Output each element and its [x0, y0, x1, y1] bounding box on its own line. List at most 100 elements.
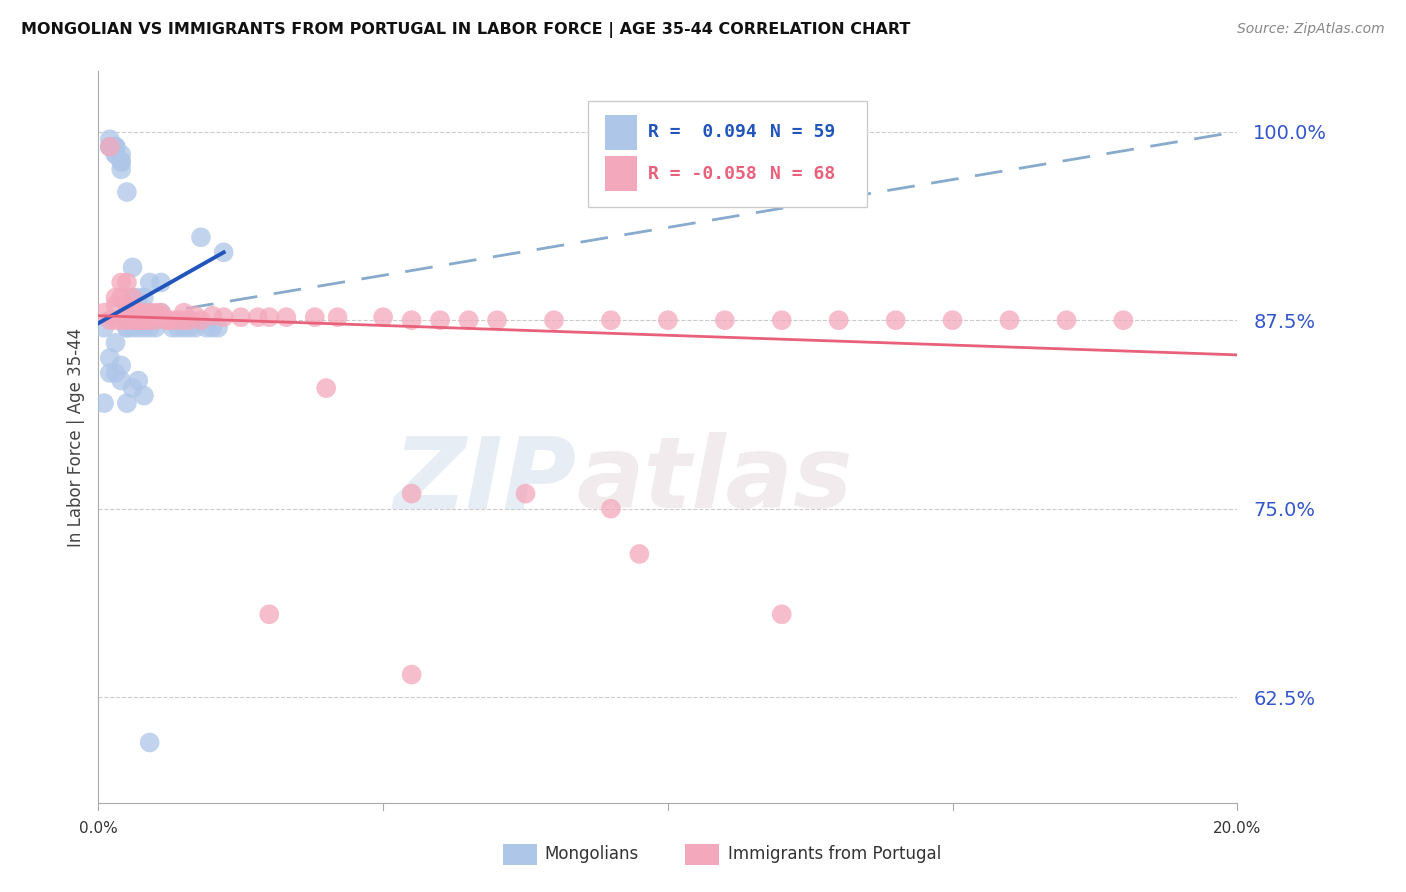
Point: [714, 313, 737, 327]
Point: [304, 310, 326, 325]
Text: 20.0%: 20.0%: [1213, 821, 1261, 836]
Point: [98, 366, 121, 380]
Point: [246, 310, 269, 325]
Point: [515, 486, 537, 500]
Point: [104, 291, 127, 305]
Point: [110, 313, 132, 327]
Point: [98, 132, 121, 146]
Point: [127, 374, 149, 388]
Point: [132, 313, 155, 327]
Point: [179, 320, 201, 334]
Point: [150, 306, 173, 320]
Point: [127, 313, 149, 327]
Point: [115, 298, 138, 312]
Point: [127, 306, 149, 320]
Text: atlas: atlas: [576, 433, 853, 530]
Point: [104, 313, 127, 327]
Point: [138, 735, 160, 749]
Point: [884, 313, 907, 327]
Point: [212, 245, 235, 260]
Point: [276, 310, 298, 325]
Point: [190, 230, 212, 244]
Point: [156, 313, 179, 327]
Point: [942, 313, 965, 327]
Point: [121, 313, 143, 327]
Point: [115, 276, 138, 290]
Point: [150, 276, 173, 290]
Point: [115, 320, 138, 334]
Point: [121, 306, 143, 320]
Point: [115, 306, 138, 320]
Point: [628, 547, 651, 561]
Point: [127, 291, 149, 305]
Point: [138, 306, 160, 320]
Point: [401, 667, 423, 681]
Point: [127, 313, 149, 327]
Point: [259, 607, 281, 622]
Point: [212, 310, 235, 325]
Text: N = 59: N = 59: [770, 123, 835, 141]
Point: [104, 140, 127, 154]
Point: [543, 313, 565, 327]
Point: [104, 147, 127, 161]
Point: [998, 313, 1021, 327]
Point: [127, 313, 149, 327]
Point: [600, 313, 623, 327]
Point: [326, 310, 349, 325]
Point: [110, 162, 132, 177]
Point: [132, 389, 155, 403]
Point: [121, 306, 143, 320]
Text: N = 68: N = 68: [770, 165, 835, 183]
Point: [156, 313, 179, 327]
Point: [93, 306, 115, 320]
Point: [121, 260, 143, 275]
Point: [98, 140, 121, 154]
Bar: [605, 156, 637, 191]
FancyBboxPatch shape: [588, 101, 868, 207]
Point: [138, 306, 160, 320]
Point: [110, 154, 132, 169]
Point: [173, 306, 195, 320]
Point: [1112, 313, 1135, 327]
Point: [190, 313, 212, 327]
Point: [104, 366, 127, 380]
Point: [93, 396, 115, 410]
Text: ZIP: ZIP: [394, 433, 576, 530]
Point: [121, 291, 143, 305]
Point: [115, 396, 138, 410]
Point: [132, 320, 155, 334]
Point: [104, 140, 127, 154]
Point: [110, 154, 132, 169]
Point: [150, 309, 173, 323]
Point: [457, 313, 479, 327]
Point: [201, 309, 224, 323]
Point: [401, 486, 423, 500]
Text: Immigrants from Portugal: Immigrants from Portugal: [728, 845, 942, 863]
Point: [121, 381, 143, 395]
Point: [104, 335, 127, 350]
Point: [98, 313, 121, 327]
Point: [115, 313, 138, 327]
Text: Mongolians: Mongolians: [546, 845, 640, 863]
Point: [207, 320, 229, 334]
Point: [98, 140, 121, 154]
Point: [201, 320, 224, 334]
Point: [770, 607, 793, 622]
Point: [145, 306, 167, 320]
Point: [121, 320, 143, 334]
Point: [373, 310, 395, 325]
Point: [600, 501, 623, 516]
Bar: [685, 845, 718, 865]
Point: [115, 313, 138, 327]
Bar: [503, 845, 537, 865]
Point: [167, 320, 190, 334]
Point: [1056, 313, 1078, 327]
Text: MONGOLIAN VS IMMIGRANTS FROM PORTUGAL IN LABOR FORCE | AGE 35-44 CORRELATION CHA: MONGOLIAN VS IMMIGRANTS FROM PORTUGAL IN…: [21, 22, 911, 38]
Point: [156, 313, 179, 327]
Point: [132, 291, 155, 305]
Text: R =  0.094: R = 0.094: [648, 123, 758, 141]
Point: [127, 306, 149, 320]
Point: [657, 313, 679, 327]
Point: [315, 381, 337, 395]
Point: [145, 313, 167, 327]
